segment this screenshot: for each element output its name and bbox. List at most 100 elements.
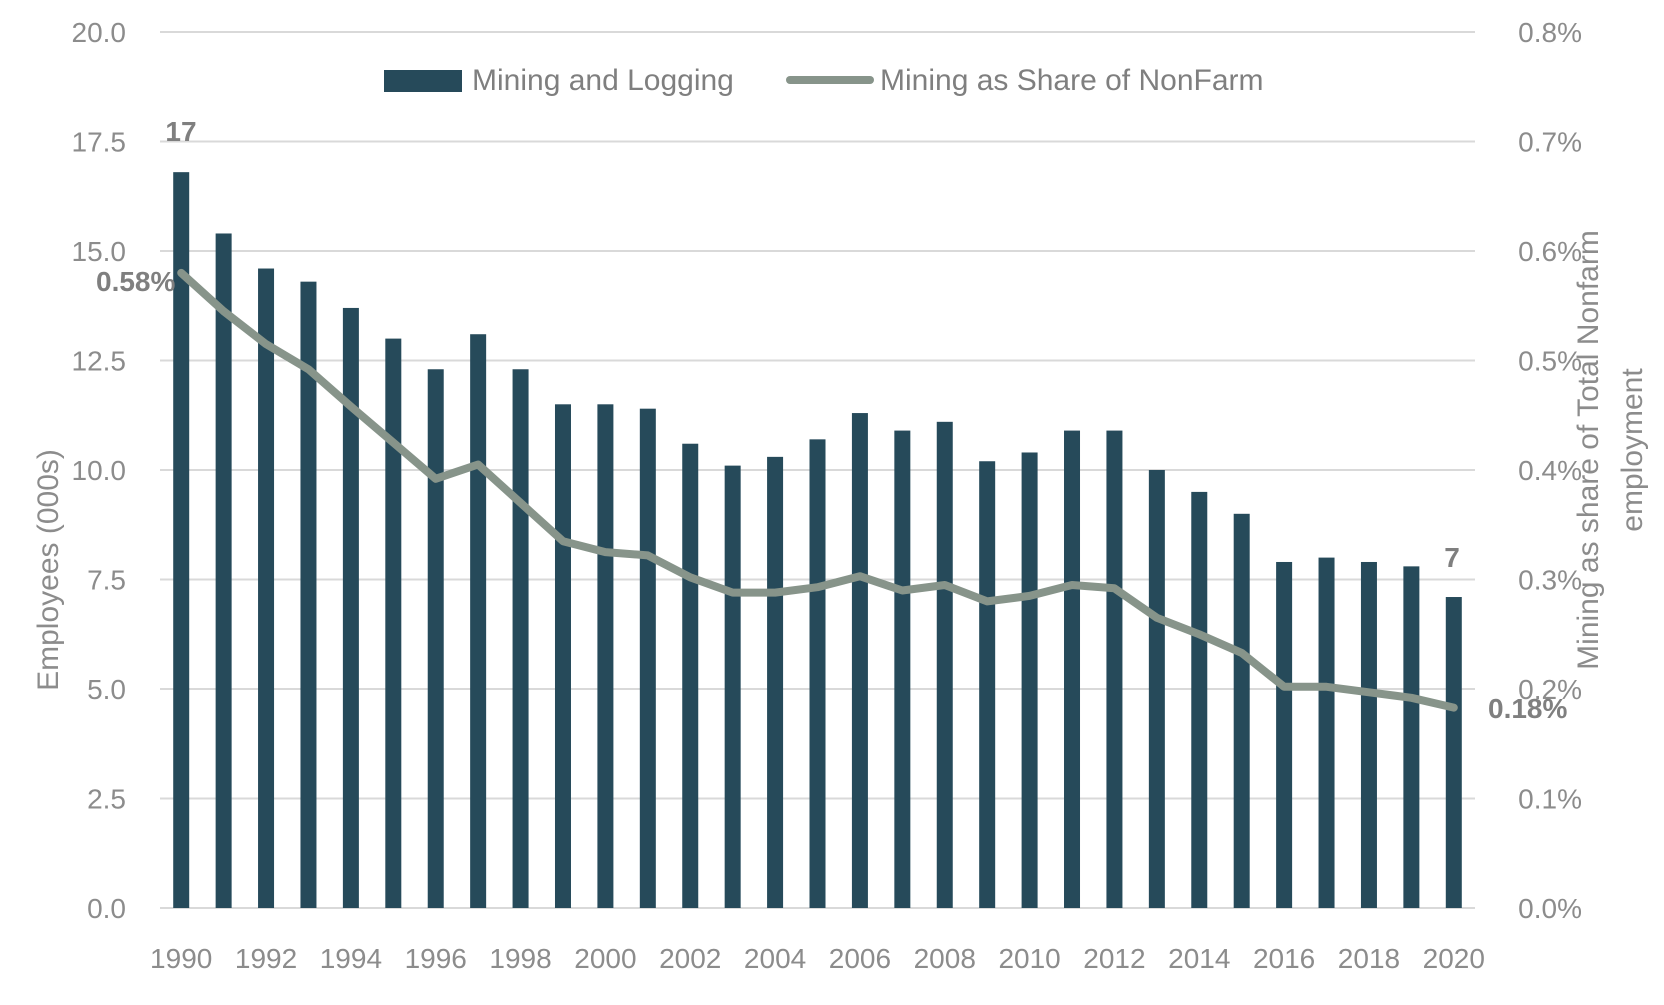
bar-2003 <box>724 465 741 908</box>
left-tick-label: 12.5 <box>72 346 127 377</box>
x-tick-label: 2016 <box>1253 943 1315 974</box>
bar-2004 <box>767 456 784 908</box>
line-point-2018 <box>1367 691 1370 694</box>
bar-2019 <box>1403 566 1420 908</box>
left-tick-label: 0.0 <box>87 893 126 924</box>
bar-2010 <box>1021 452 1038 908</box>
right-tick-label: 0.4% <box>1518 455 1582 486</box>
x-axis-ticks: 1990 1992 1994 1996 1998 2000 2002 2004 2006 2008… <box>150 943 1485 974</box>
left-tick-label: 2.5 <box>87 784 126 815</box>
line-point-2008 <box>943 583 946 586</box>
data-label-bar-first: 17 <box>165 116 196 147</box>
legend-label-bar: Mining and Logging <box>472 64 734 97</box>
line-point-2001 <box>646 554 649 557</box>
left-tick-label: 15.0 <box>72 236 127 267</box>
line-point-2020 <box>1452 706 1455 709</box>
x-tick-label: 1994 <box>320 943 382 974</box>
legend-label-line: Mining as Share of NonFarm <box>880 64 1264 97</box>
line-point-2015 <box>1240 651 1243 654</box>
x-tick-label: 1992 <box>235 943 297 974</box>
x-tick-label: 2000 <box>574 943 636 974</box>
x-tick-label: 2008 <box>914 943 976 974</box>
line-point-2011 <box>1071 583 1074 586</box>
line-point-2009 <box>986 600 989 603</box>
right-tick-label: 0.2% <box>1518 674 1582 705</box>
line-point-1998 <box>519 501 522 504</box>
line-point-1990 <box>180 271 183 274</box>
legend-swatch-bar <box>384 70 462 92</box>
bar-2002 <box>682 443 699 908</box>
left-tick-label: 20.0 <box>72 17 127 48</box>
bar-2017 <box>1318 557 1335 908</box>
data-label-bar-last: 7 <box>1444 542 1460 573</box>
bar-2015 <box>1233 513 1250 908</box>
left-axis-title: Employees (000s) <box>32 449 65 691</box>
right-axis-title-line1: Mining as share of Total Nonfarm <box>1572 230 1605 670</box>
bar-1991 <box>215 233 232 909</box>
line-point-1991 <box>222 310 225 313</box>
data-label-line-first: 0.58% <box>96 266 175 297</box>
right-tick-label: 0.3% <box>1518 565 1582 596</box>
line-point-1995 <box>392 441 395 444</box>
bar-1999 <box>554 404 571 908</box>
x-tick-label: 1998 <box>489 943 551 974</box>
bar-1996 <box>427 369 444 908</box>
bar-2008 <box>936 421 953 908</box>
x-tick-label: 2004 <box>744 943 806 974</box>
line-point-1994 <box>349 405 352 408</box>
line-point-1993 <box>307 368 310 371</box>
line-point-1996 <box>434 477 437 480</box>
x-tick-label: 2010 <box>998 943 1060 974</box>
left-tick-label: 5.0 <box>87 674 126 705</box>
bar-1993 <box>300 281 317 908</box>
right-tick-label: 0.7% <box>1518 127 1582 158</box>
x-tick-label: 2006 <box>829 943 891 974</box>
line-point-1992 <box>265 343 268 346</box>
bar-2014 <box>1191 491 1208 908</box>
x-tick-label: 2018 <box>1338 943 1400 974</box>
bar-1995 <box>385 338 402 909</box>
line-point-1999 <box>561 540 564 543</box>
bar-2005 <box>809 439 826 908</box>
line-point-2016 <box>1283 685 1286 688</box>
right-tick-label: 0.8% <box>1518 17 1582 48</box>
data-label-line-last: 0.18% <box>1488 693 1567 724</box>
right-tick-label: 0.5% <box>1518 346 1582 377</box>
bar-1998 <box>512 369 529 908</box>
bar-2020 <box>1445 597 1462 908</box>
line-point-2012 <box>1113 587 1116 590</box>
line-point-2007 <box>901 589 904 592</box>
left-tick-label: 7.5 <box>87 565 126 596</box>
bar-2009 <box>979 461 996 908</box>
x-tick-label: 2002 <box>659 943 721 974</box>
right-tick-label: 0.6% <box>1518 236 1582 267</box>
line-point-2014 <box>1198 633 1201 636</box>
bar-2007 <box>894 430 911 908</box>
bar-1997 <box>470 334 487 909</box>
right-tick-label: 0.1% <box>1518 784 1582 815</box>
left-axis-ticks: 0.0 2.5 5.0 7.5 10.0 12.5 15.0 17.5 20.0 <box>72 17 127 924</box>
line-point-2017 <box>1325 685 1328 688</box>
left-tick-label: 10.0 <box>72 455 127 486</box>
bar-2000 <box>597 404 614 908</box>
bar-2001 <box>639 408 656 908</box>
bar-2013 <box>1148 470 1165 908</box>
line-point-2006 <box>858 575 861 578</box>
left-tick-label: 17.5 <box>72 127 127 158</box>
bar-2006 <box>851 413 868 908</box>
x-tick-label: 2020 <box>1423 943 1485 974</box>
legend: Mining and Logging Mining as Share of No… <box>384 64 1264 97</box>
line-point-2003 <box>731 591 734 594</box>
line-point-2013 <box>1155 616 1158 619</box>
right-tick-label: 0.0% <box>1518 893 1582 924</box>
line-point-2019 <box>1410 696 1413 699</box>
x-tick-label: 1996 <box>405 943 467 974</box>
bar-1990 <box>173 172 190 908</box>
x-tick-label: 1990 <box>150 943 212 974</box>
bar-1992 <box>258 268 275 908</box>
bar-2016 <box>1276 561 1293 908</box>
line-point-1997 <box>477 463 480 466</box>
bar-2011 <box>1064 430 1081 908</box>
right-axis-ticks: 0.0% 0.1% 0.2% 0.3% 0.4% 0.5% 0.6% 0.7% 0.8% <box>1518 17 1582 924</box>
x-tick-label: 2014 <box>1168 943 1230 974</box>
